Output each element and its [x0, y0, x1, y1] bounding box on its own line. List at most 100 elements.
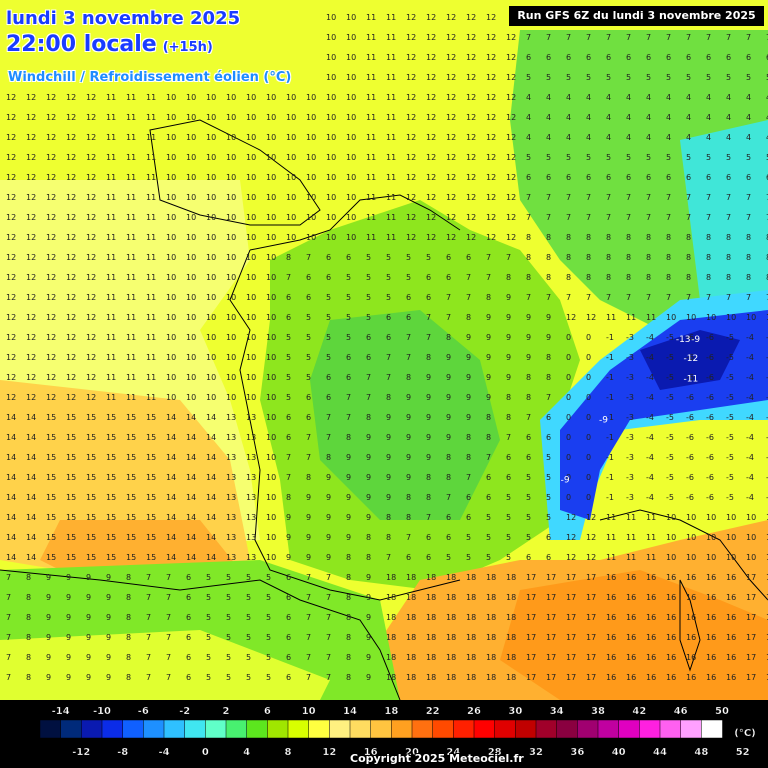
grid-value: 12 [66, 113, 76, 122]
grid-value: 9 [526, 333, 531, 342]
map-subtitle: Windchill / Refroidissement éolien (°C) [8, 70, 292, 85]
legend-top-label: -10 [93, 706, 111, 717]
grid-value: 9 [106, 613, 111, 622]
low-value-label: -9 [561, 475, 570, 485]
grid-value: 7 [306, 613, 311, 622]
grid-value: 5 [446, 553, 451, 562]
grid-value: 4 [686, 113, 691, 122]
grid-value: 12 [6, 333, 16, 342]
grid-value: 10 [326, 233, 336, 242]
grid-value: 10 [166, 213, 176, 222]
grid-value: 10 [166, 113, 176, 122]
grid-value: 10 [166, 293, 176, 302]
grid-value: 10 [226, 173, 236, 182]
grid-value: 7 [526, 293, 531, 302]
grid-value: 5 [766, 73, 768, 82]
grid-value: 16 [666, 673, 676, 682]
grid-value: 9 [506, 353, 511, 362]
grid-value: 12 [66, 233, 76, 242]
grid-value: 8 [366, 413, 371, 422]
grid-value: 15 [146, 453, 156, 462]
legend-swatch [432, 719, 455, 739]
grid-value: 0 [566, 393, 571, 402]
grid-value: 6 [286, 593, 291, 602]
grid-value: 12 [406, 213, 416, 222]
grid-value: 5 [506, 533, 511, 542]
grid-value: 5 [326, 333, 331, 342]
grid-value: 6 [546, 553, 551, 562]
grid-value: 8 [126, 633, 131, 642]
grid-value: 17 [586, 673, 596, 682]
grid-value: 12 [86, 333, 96, 342]
grid-value: 14 [6, 413, 16, 422]
grid-value: 4 [606, 93, 611, 102]
grid-value: 10 [246, 353, 256, 362]
grid-value: 10 [326, 173, 336, 182]
grid-value: 15 [106, 533, 116, 542]
grid-value: 5 [266, 633, 271, 642]
grid-value: 10 [306, 193, 316, 202]
grid-value: 7 [386, 373, 391, 382]
grid-value: 11 [146, 253, 156, 262]
grid-value: 7 [326, 413, 331, 422]
grid-value: 11 [366, 193, 376, 202]
grid-value: 12 [26, 233, 36, 242]
grid-value: 7 [326, 633, 331, 642]
grid-value: 10 [686, 553, 696, 562]
grid-value: 6 [186, 573, 191, 582]
grid-value: 5 [306, 313, 311, 322]
grid-value: 10 [206, 313, 216, 322]
grid-value: 18 [506, 673, 516, 682]
grid-value: -1 [606, 453, 614, 462]
grid-value: 11 [646, 533, 656, 542]
grid-value: 10 [706, 313, 716, 322]
grid-value: 7 [306, 573, 311, 582]
legend-top-label: 22 [426, 706, 440, 717]
grid-value: 7 [566, 193, 571, 202]
grid-value: 10 [166, 193, 176, 202]
grid-value: 15 [126, 493, 136, 502]
grid-value: 7 [486, 273, 491, 282]
grid-value: 8 [346, 553, 351, 562]
grid-value: 10 [166, 233, 176, 242]
grid-value: 16 [646, 593, 656, 602]
iberia-coastline [0, 569, 401, 701]
grid-value: 5 [706, 73, 711, 82]
grid-value: 10 [266, 293, 276, 302]
grid-value: 7 [166, 593, 171, 602]
grid-value: 11 [606, 313, 616, 322]
grid-value: 17 [526, 593, 536, 602]
grid-value: 6 [446, 253, 451, 262]
grid-value: 7 [166, 633, 171, 642]
legend-swatch [163, 719, 186, 739]
grid-value: 9 [446, 393, 451, 402]
grid-value: 7 [646, 213, 651, 222]
grid-value: 12 [66, 173, 76, 182]
grid-value: 10 [746, 513, 756, 522]
legend-top-label: -14 [52, 706, 70, 717]
grid-value: 17 [546, 633, 556, 642]
grid-value: 11 [106, 313, 116, 322]
grid-value: 10 [246, 93, 256, 102]
grid-value: 8 [566, 253, 571, 262]
grid-value: 7 [146, 573, 151, 582]
grid-value: 16 [626, 573, 636, 582]
grid-value: 17 [746, 673, 756, 682]
grid-value: 12 [586, 313, 596, 322]
grid-value: 7 [546, 193, 551, 202]
grid-value: 5 [506, 553, 511, 562]
grid-value: 12 [86, 193, 96, 202]
grid-value: 6 [746, 173, 751, 182]
grid-value: 10 [686, 533, 696, 542]
grid-value: 12 [66, 393, 76, 402]
grid-value: 18 [386, 613, 396, 622]
grid-value: 10 [346, 193, 356, 202]
grid-value: 10 [266, 173, 276, 182]
grid-value: 10 [166, 93, 176, 102]
grid-value: 12 [506, 193, 516, 202]
grid-value: 18 [426, 593, 436, 602]
grid-value: -4 [746, 353, 754, 362]
grid-value: 10 [266, 373, 276, 382]
grid-value: 14 [206, 473, 216, 482]
grid-value: 9 [366, 433, 371, 442]
